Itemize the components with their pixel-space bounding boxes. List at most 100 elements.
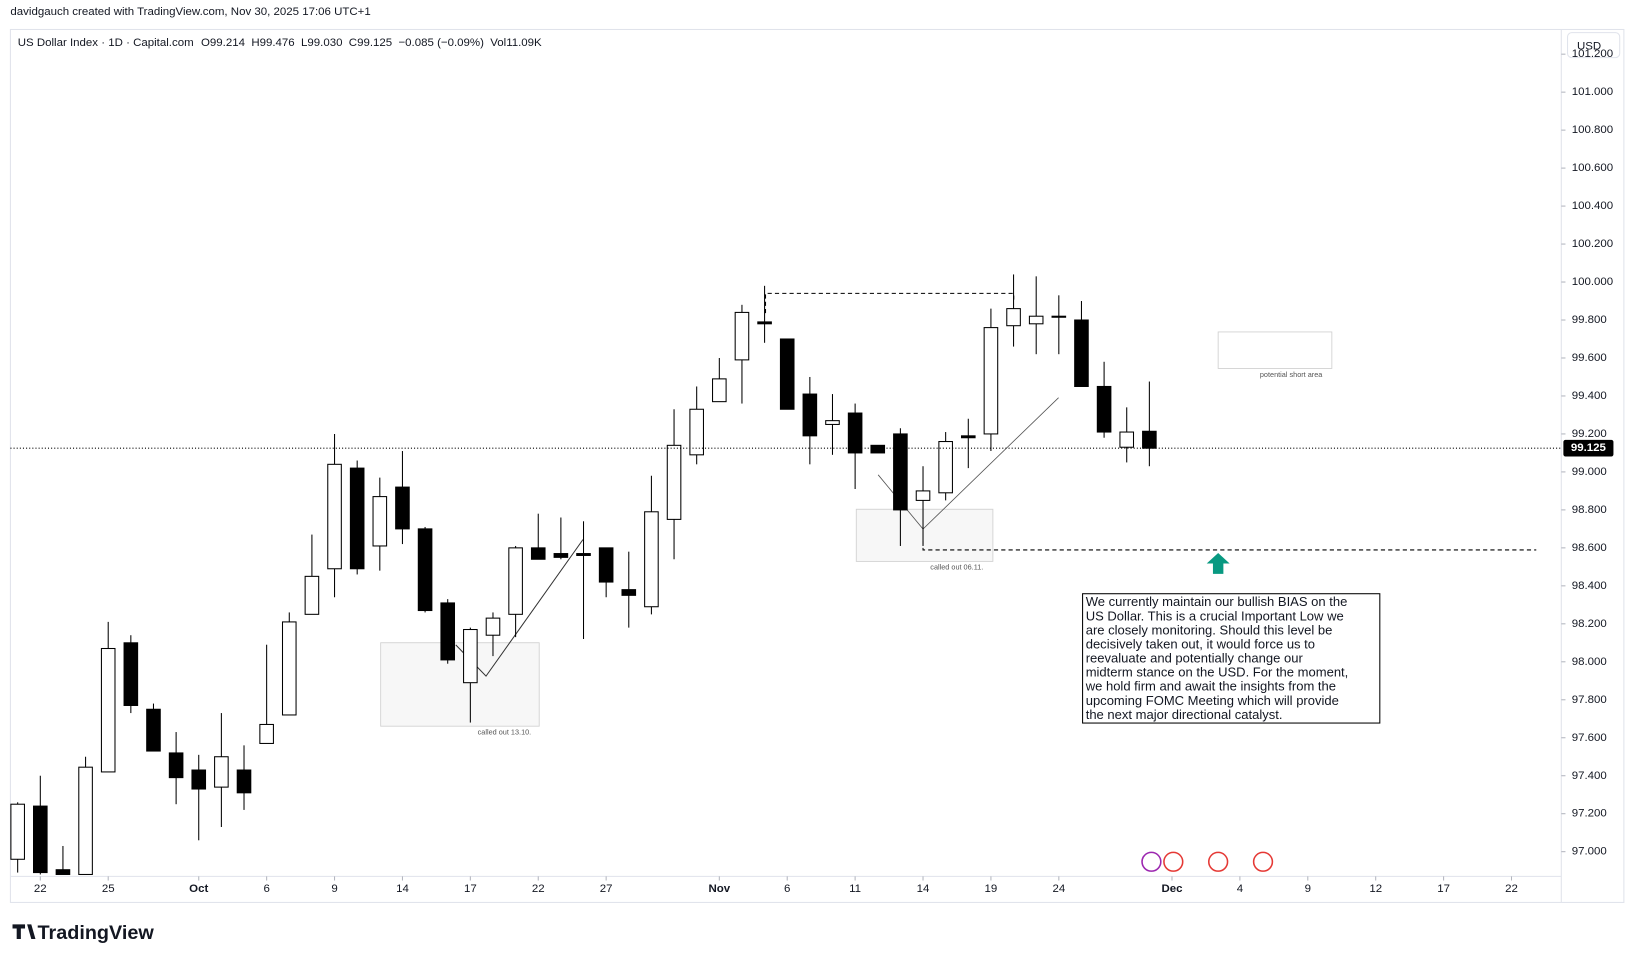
candle-body xyxy=(281,621,297,716)
legend: US Dollar Index · 1D · Capital.com O99.2… xyxy=(18,37,542,49)
x-tick-label: 9 xyxy=(1305,883,1311,895)
comment-line: we hold firm and await the insights from… xyxy=(1085,679,1336,694)
high-level xyxy=(765,292,1015,314)
candle-body xyxy=(146,708,161,752)
x-tick-label: 14 xyxy=(917,883,930,895)
candle-body xyxy=(983,327,999,435)
candle-body xyxy=(644,511,659,608)
x-tick-label: 6 xyxy=(784,883,790,895)
high: H99.476 xyxy=(251,37,294,49)
candle-body xyxy=(779,338,795,410)
candle-body xyxy=(938,441,953,494)
event-icon[interactable] xyxy=(1163,851,1184,872)
candle-body xyxy=(1006,308,1021,327)
candle-body xyxy=(598,547,614,583)
comment: We currently maintain our bullish BIAS o… xyxy=(1085,594,1349,722)
x-tick-label: 22 xyxy=(532,883,545,895)
candle-body xyxy=(259,723,274,744)
change: −0.085 (−0.09%) xyxy=(398,37,484,49)
candle-body xyxy=(78,766,93,875)
comment-line: decisively taken out, it would force us … xyxy=(1086,636,1315,651)
y-tick-label: 98.000 xyxy=(1572,656,1607,668)
candle-body xyxy=(55,869,71,875)
y-tick-label: 99.400 xyxy=(1572,390,1607,402)
y-tick-label: 99.600 xyxy=(1572,352,1607,364)
candle-body xyxy=(33,805,48,874)
candle-body xyxy=(508,547,523,615)
y-tick-label: 97.600 xyxy=(1572,732,1607,744)
attribution: davidgauch created with TradingView.com,… xyxy=(10,6,370,18)
event-icon[interactable] xyxy=(1207,851,1229,872)
candle-body xyxy=(666,444,682,520)
candle-body xyxy=(10,803,25,860)
comment-line: the next major directional catalyst. xyxy=(1086,707,1283,722)
candle-body xyxy=(847,412,863,454)
candle-body xyxy=(214,756,229,788)
y-tick-label: 100.600 xyxy=(1572,162,1613,174)
y-tick-label: 98.800 xyxy=(1572,504,1607,516)
y-tick-label: 100.000 xyxy=(1572,276,1613,288)
comment-box xyxy=(1082,593,1381,724)
comment-line: upcoming FOMC Meeting which will provide xyxy=(1086,693,1339,708)
y-tick-label: 98.200 xyxy=(1572,618,1607,630)
callout-label: called out 13.10. xyxy=(478,728,532,737)
y-tick-label: 101.000 xyxy=(1572,86,1613,98)
short-area-label: potential short area xyxy=(1260,370,1323,379)
candle-body xyxy=(395,486,410,530)
x-tick-label: Dec xyxy=(1161,883,1183,895)
candle-body xyxy=(1096,385,1112,433)
low-level xyxy=(922,540,1537,551)
x-tick-label: 4 xyxy=(1237,883,1244,895)
y-tick-label: 97.200 xyxy=(1572,808,1607,820)
x-tick-label: 27 xyxy=(600,883,613,895)
candle-body xyxy=(621,589,637,596)
callout-label: called out 06.11. xyxy=(930,563,983,572)
y-tick-label: 99.200 xyxy=(1572,428,1607,440)
y-tick-label: 99.800 xyxy=(1572,314,1607,326)
candle-body xyxy=(1028,315,1044,325)
candle-body xyxy=(349,467,365,570)
comment-line: reevaluate and potentially change our xyxy=(1086,651,1304,666)
y-tick-label: 97.800 xyxy=(1572,694,1607,706)
x-tick-label: 24 xyxy=(1052,883,1065,895)
currency-button[interactable] xyxy=(1567,32,1621,59)
comment-line: US Dollar. This is a crucial Important L… xyxy=(1086,608,1344,623)
close: C99.125 xyxy=(349,37,392,49)
event-icon[interactable] xyxy=(1141,851,1162,872)
chart-frame xyxy=(9,28,1625,903)
x-tick-label: Oct xyxy=(189,883,208,895)
open: O99.214 xyxy=(201,37,246,49)
logo: TradingView xyxy=(38,922,155,944)
y-tick-label: 98.600 xyxy=(1572,542,1607,554)
candle-body xyxy=(485,617,501,636)
last-price-label: 99.125 xyxy=(1571,442,1607,454)
low: L99.030 xyxy=(301,37,342,49)
candle-body xyxy=(236,769,252,794)
event-icon[interactable] xyxy=(1252,851,1274,872)
x-tick-label: 6 xyxy=(263,883,269,895)
comment-line: are closely monitoring. Should this leve… xyxy=(1086,622,1333,637)
candle-body xyxy=(689,408,704,456)
candle-body xyxy=(915,490,931,501)
comment-line: We currently maintain our bullish BIAS o… xyxy=(1086,594,1348,609)
x-tick-label: 11 xyxy=(849,883,861,895)
y-tick-label: 98.400 xyxy=(1572,580,1607,592)
logo-mark xyxy=(12,924,36,939)
x-tick-label: 17 xyxy=(1437,883,1450,895)
candle-body xyxy=(1142,430,1157,449)
candle-body xyxy=(440,602,456,661)
y-tick-label: 97.000 xyxy=(1572,846,1607,858)
callout-box xyxy=(380,642,540,727)
x-tick-label: 9 xyxy=(331,883,337,895)
candle-body xyxy=(191,769,207,790)
y-tick-label: 97.400 xyxy=(1572,770,1607,782)
arrow-up xyxy=(1206,553,1230,574)
currency: USD xyxy=(1577,40,1601,52)
candle-body xyxy=(530,547,546,560)
candle-body xyxy=(802,393,818,437)
x-tick-label: 12 xyxy=(1369,883,1382,895)
candle-body xyxy=(463,628,478,684)
candle-body xyxy=(553,553,569,558)
